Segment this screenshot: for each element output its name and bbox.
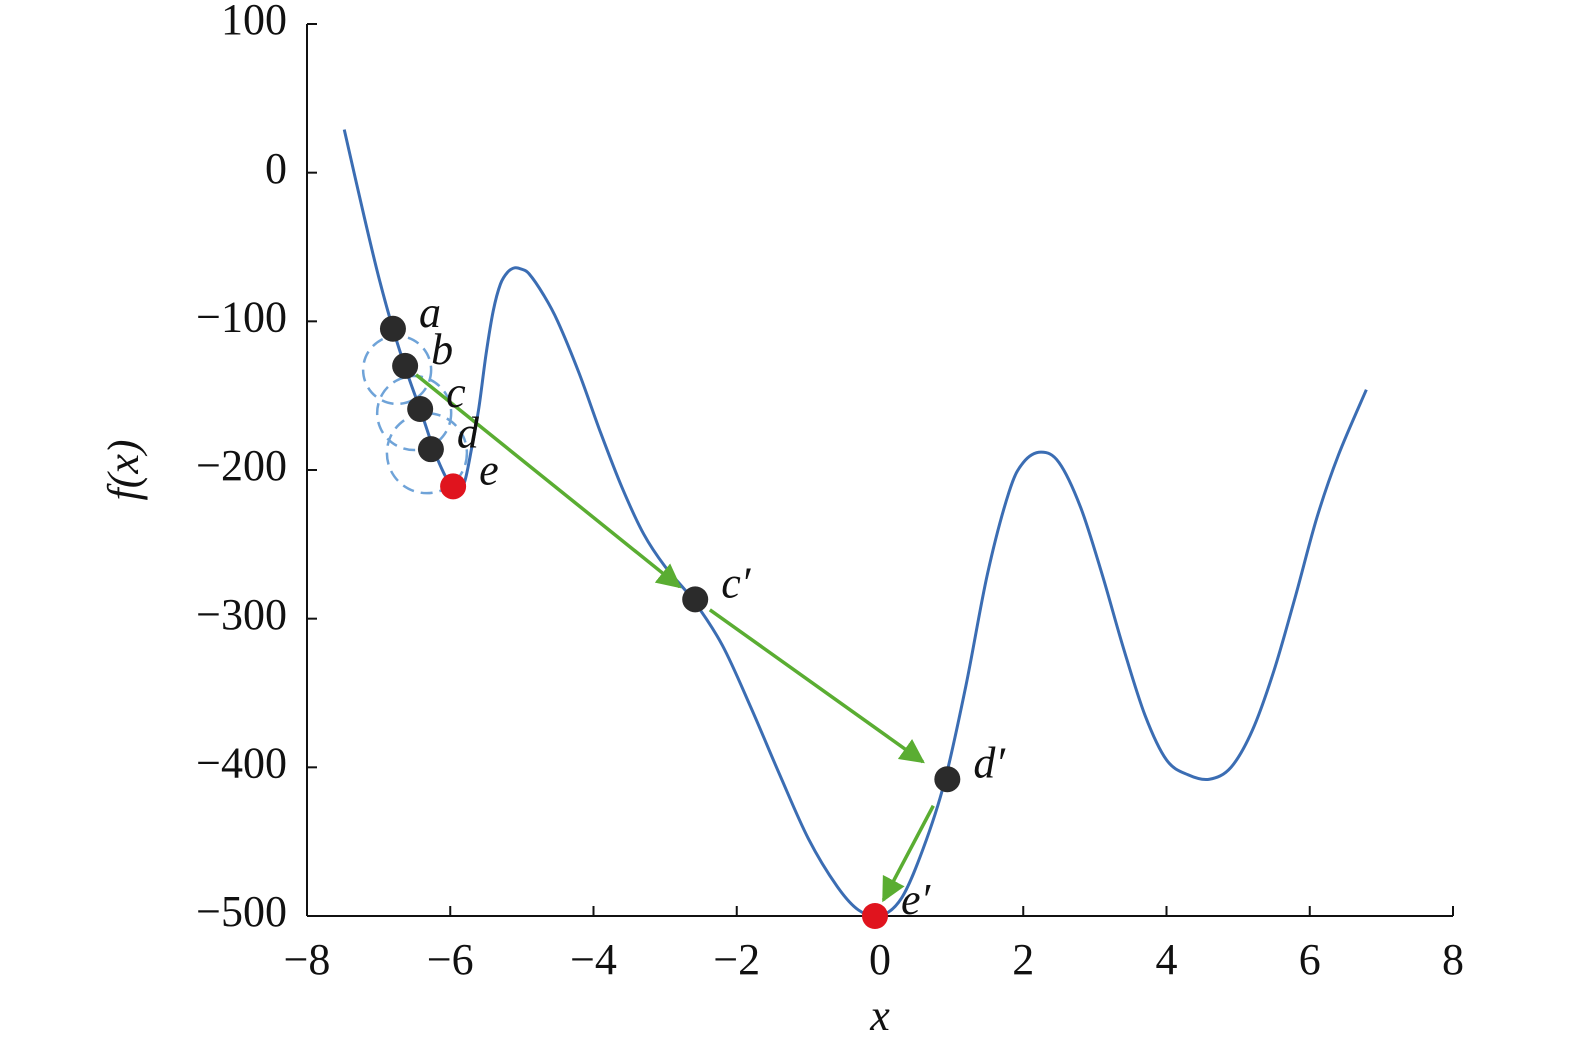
point xyxy=(682,586,709,613)
point-label: a xyxy=(419,288,441,337)
x-tick-label: 2 xyxy=(1012,935,1034,984)
point-label: e xyxy=(479,445,499,494)
point xyxy=(407,396,434,423)
x-tick-label: 4 xyxy=(1156,935,1178,984)
point-label: b xyxy=(431,325,453,374)
jump-arrow xyxy=(708,608,925,764)
point-label: c′ xyxy=(721,558,752,607)
search-radius xyxy=(375,374,453,452)
jump-arrow xyxy=(881,804,935,903)
x-tick-label: −8 xyxy=(284,935,331,984)
point xyxy=(379,315,406,342)
x-tick-label: 6 xyxy=(1299,935,1321,984)
point-label: c xyxy=(446,368,466,417)
point-label: d xyxy=(457,408,480,457)
point xyxy=(417,436,444,463)
point xyxy=(440,473,467,500)
x-tick-label: −4 xyxy=(570,935,617,984)
x-tick-label: 0 xyxy=(869,935,891,984)
y-tick-label: 0 xyxy=(265,144,287,193)
point-label: d′ xyxy=(973,738,1006,787)
point xyxy=(934,766,961,793)
y-tick-label: −500 xyxy=(196,887,287,936)
y-axis-label: f(x) xyxy=(99,439,148,500)
x-tick-label: 8 xyxy=(1442,935,1464,984)
curve xyxy=(342,129,1368,919)
y-tick-label: −200 xyxy=(196,441,287,490)
jump-arrow xyxy=(414,373,682,589)
y-tick-label: −300 xyxy=(196,590,287,639)
y-tick-label: −100 xyxy=(196,292,287,341)
x-tick-label: −6 xyxy=(427,935,474,984)
x-axis-label: x xyxy=(869,991,890,1040)
point-label: e′ xyxy=(901,875,932,924)
point xyxy=(392,352,419,379)
point xyxy=(861,903,888,929)
y-tick-label: −400 xyxy=(196,738,287,787)
search-radius xyxy=(385,411,469,495)
x-tick-label: −2 xyxy=(713,935,760,984)
y-tick-label: 100 xyxy=(221,0,287,44)
